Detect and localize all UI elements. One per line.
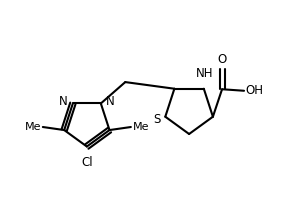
Text: N: N bbox=[106, 95, 115, 109]
Text: O: O bbox=[217, 53, 227, 66]
Text: Me: Me bbox=[25, 122, 41, 132]
Text: S: S bbox=[153, 113, 161, 126]
Text: OH: OH bbox=[245, 84, 264, 97]
Text: Me: Me bbox=[132, 122, 149, 132]
Text: Cl: Cl bbox=[81, 156, 93, 169]
Text: N: N bbox=[59, 95, 67, 109]
Text: NH: NH bbox=[196, 67, 213, 80]
